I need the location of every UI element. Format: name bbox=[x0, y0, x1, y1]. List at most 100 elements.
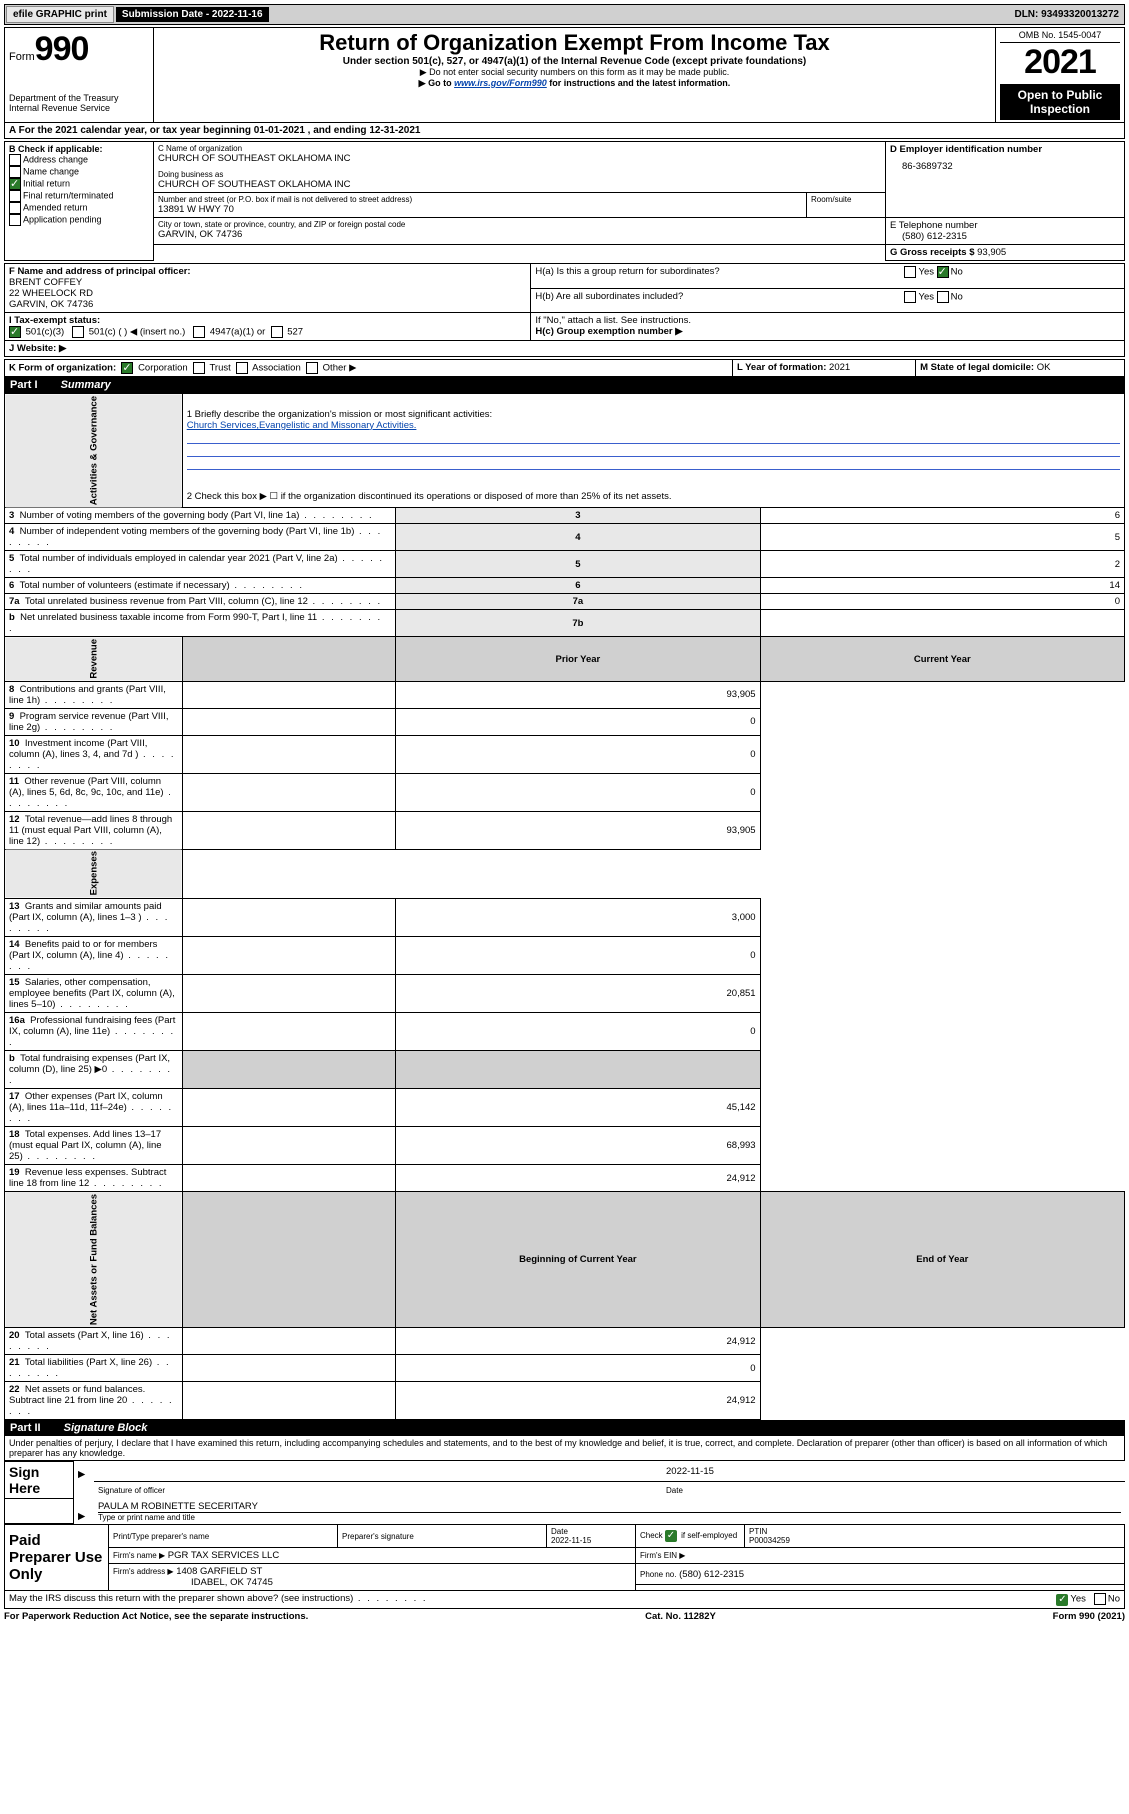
note-ssn: ▶ Do not enter social security numbers o… bbox=[158, 67, 991, 78]
prep-date: 2022-11-15 bbox=[551, 1536, 591, 1545]
prep-phone: (580) 612-2315 bbox=[679, 1569, 744, 1580]
discuss-no-cb[interactable] bbox=[1094, 1593, 1106, 1605]
boxb-item-0: Address change bbox=[23, 154, 88, 164]
boxb-item-5: Application pending bbox=[23, 214, 102, 224]
discuss-yes-cb[interactable] bbox=[1056, 1594, 1068, 1606]
ha-label: H(a) Is this a group return for subordin… bbox=[535, 266, 719, 277]
part2-label: Part II bbox=[10, 1422, 41, 1434]
k-other-cb[interactable] bbox=[306, 362, 318, 374]
boxb-cb-0[interactable] bbox=[9, 154, 21, 166]
row-j-label: J Website: ▶ bbox=[9, 343, 66, 354]
boxb-cb-2[interactable] bbox=[9, 178, 21, 190]
box-f-label: F Name and address of principal officer: bbox=[9, 266, 526, 277]
k-corp: Corporation bbox=[138, 363, 188, 374]
ha-no-cb[interactable] bbox=[937, 266, 949, 278]
line1-label: 1 Briefly describe the organization's mi… bbox=[187, 409, 1120, 420]
vlabel-gov: Activities & Governance bbox=[5, 394, 183, 508]
form-title: Return of Organization Exempt From Incom… bbox=[158, 30, 991, 56]
part2-title: Signature Block bbox=[64, 1422, 148, 1434]
declaration: Under penalties of perjury, I declare th… bbox=[4, 1436, 1125, 1461]
top-bar: efile GRAPHIC print Submission Date - 20… bbox=[4, 4, 1125, 25]
vlabel-exp: Expenses bbox=[5, 849, 183, 898]
sign-here-label: Sign Here bbox=[5, 1462, 74, 1499]
boxb-item-3: Final return/terminated bbox=[23, 190, 114, 200]
hb-yes-cb[interactable] bbox=[904, 291, 916, 303]
tax-501c3-cb[interactable] bbox=[9, 326, 21, 338]
discuss-row: May the IRS discuss this return with the… bbox=[4, 1591, 1125, 1609]
opt-527: 527 bbox=[287, 327, 303, 338]
tax-4947-cb[interactable] bbox=[193, 326, 205, 338]
phone-value: (580) 612-2315 bbox=[902, 231, 1120, 242]
part2-header: Part II Signature Block bbox=[4, 1420, 1125, 1436]
k-trust-cb[interactable] bbox=[193, 362, 205, 374]
note-goto-pre: ▶ Go to bbox=[419, 78, 454, 88]
vlabel-net: Net Assets or Fund Balances bbox=[5, 1192, 183, 1328]
officer-addr2: GARVIN, OK 74736 bbox=[9, 299, 526, 310]
line1-value[interactable]: Church Services,Evangelistic and Missona… bbox=[187, 420, 417, 431]
box-g-label: G Gross receipts $ bbox=[890, 247, 974, 258]
ptin-value: P00034259 bbox=[749, 1536, 790, 1545]
firm-addr-label: Firm's address ▶ bbox=[113, 1567, 174, 1576]
self-employed-cb[interactable] bbox=[665, 1530, 677, 1542]
boxb-cb-4[interactable] bbox=[9, 202, 21, 214]
addr-value: 13891 W HWY 70 bbox=[158, 204, 802, 215]
k-trust: Trust bbox=[209, 363, 230, 374]
box-d-label: D Employer identification number bbox=[890, 144, 1120, 155]
box-c-dba-label: Doing business as bbox=[158, 170, 881, 179]
submission-date: Submission Date - 2022-11-16 bbox=[116, 7, 269, 22]
boxb-cb-5[interactable] bbox=[9, 214, 21, 226]
tax-527-cb[interactable] bbox=[271, 326, 283, 338]
prep-col-name: Print/Type preparer's name bbox=[109, 1525, 338, 1548]
opt-4947: 4947(a)(1) or bbox=[210, 327, 265, 338]
box-c-name-label: C Name of organization bbox=[158, 144, 881, 153]
sig-date-label: Date bbox=[662, 1482, 1125, 1499]
k-assoc-cb[interactable] bbox=[236, 362, 248, 374]
part1-table: Activities & Governance 1 Briefly descri… bbox=[4, 393, 1125, 1420]
hc-label: H(c) Group exemption number ▶ bbox=[535, 326, 682, 337]
firm-name-label: Firm's name ▶ bbox=[113, 1551, 165, 1560]
addr-label: Number and street (or P.O. box if mail i… bbox=[158, 195, 802, 204]
officer-addr1: 22 WHEELOCK RD bbox=[9, 288, 526, 299]
tax-501c-cb[interactable] bbox=[72, 326, 84, 338]
row-m-label: M State of legal domicile: bbox=[920, 362, 1034, 373]
form-number: 990 bbox=[35, 30, 89, 68]
irs-link[interactable]: www.irs.gov/Form990 bbox=[454, 78, 547, 88]
form-subtitle: Under section 501(c), 527, or 4947(a)(1)… bbox=[158, 56, 991, 67]
self-employed-label: if self-employed bbox=[681, 1531, 737, 1540]
row-klm: K Form of organization: Corporation Trus… bbox=[4, 359, 1125, 377]
boxb-cb-3[interactable] bbox=[9, 190, 21, 202]
ha-yes-cb[interactable] bbox=[904, 266, 916, 278]
hb-no-cb[interactable] bbox=[937, 291, 949, 303]
col-begin: Beginning of Current Year bbox=[396, 1192, 760, 1328]
officer-group-block: F Name and address of principal officer:… bbox=[4, 263, 1125, 357]
footer: For Paperwork Reduction Act Notice, see … bbox=[4, 1611, 1125, 1622]
boxb-item-1: Name change bbox=[23, 166, 79, 176]
col-prior: Prior Year bbox=[396, 637, 760, 682]
officer-print-name: PAULA M ROBINETTE SECERITARY bbox=[98, 1501, 1121, 1513]
opt-501c3: 501(c)(3) bbox=[26, 327, 65, 338]
opt-501c: 501(c) ( ) ◀ (insert no.) bbox=[89, 327, 186, 338]
row-a: A For the 2021 calendar year, or tax yea… bbox=[4, 123, 1125, 139]
box-b-title: B Check if applicable: bbox=[9, 144, 149, 154]
irs-label: Internal Revenue Service bbox=[9, 103, 149, 113]
dln: DLN: 93493320013272 bbox=[1014, 9, 1123, 20]
prep-col-date: Date bbox=[551, 1527, 568, 1536]
officer-name: BRENT COFFEY bbox=[9, 277, 526, 288]
prep-phone-label: Phone no. bbox=[640, 1570, 676, 1579]
efile-btn[interactable]: efile GRAPHIC print bbox=[6, 6, 114, 23]
part1-title: Summary bbox=[61, 379, 111, 391]
ptin-label: PTIN bbox=[749, 1527, 767, 1536]
firm-addr1: 1408 GARFIELD ST bbox=[176, 1566, 262, 1577]
part1-label: Part I bbox=[10, 379, 38, 391]
hb-label: H(b) Are all subordinates included? bbox=[535, 291, 683, 302]
row-k-label: K Form of organization: bbox=[9, 363, 116, 374]
box-e-label: E Telephone number bbox=[890, 220, 1120, 231]
k-corp-cb[interactable] bbox=[121, 362, 133, 374]
discuss-label: May the IRS discuss this return with the… bbox=[9, 1593, 428, 1606]
sign-here-block: Sign Here ▶ 2022-11-15 Signature of offi… bbox=[4, 1461, 1125, 1524]
boxb-item-4: Amended return bbox=[23, 202, 88, 212]
row-m-value: OK bbox=[1037, 362, 1051, 373]
cat-no: Cat. No. 11282Y bbox=[645, 1611, 716, 1622]
sig-officer-label: Signature of officer bbox=[94, 1482, 662, 1499]
paperwork-notice: For Paperwork Reduction Act Notice, see … bbox=[4, 1611, 308, 1622]
